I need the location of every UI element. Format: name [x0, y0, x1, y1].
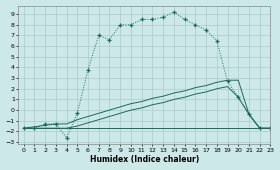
- X-axis label: Humidex (Indice chaleur): Humidex (Indice chaleur): [90, 155, 199, 164]
